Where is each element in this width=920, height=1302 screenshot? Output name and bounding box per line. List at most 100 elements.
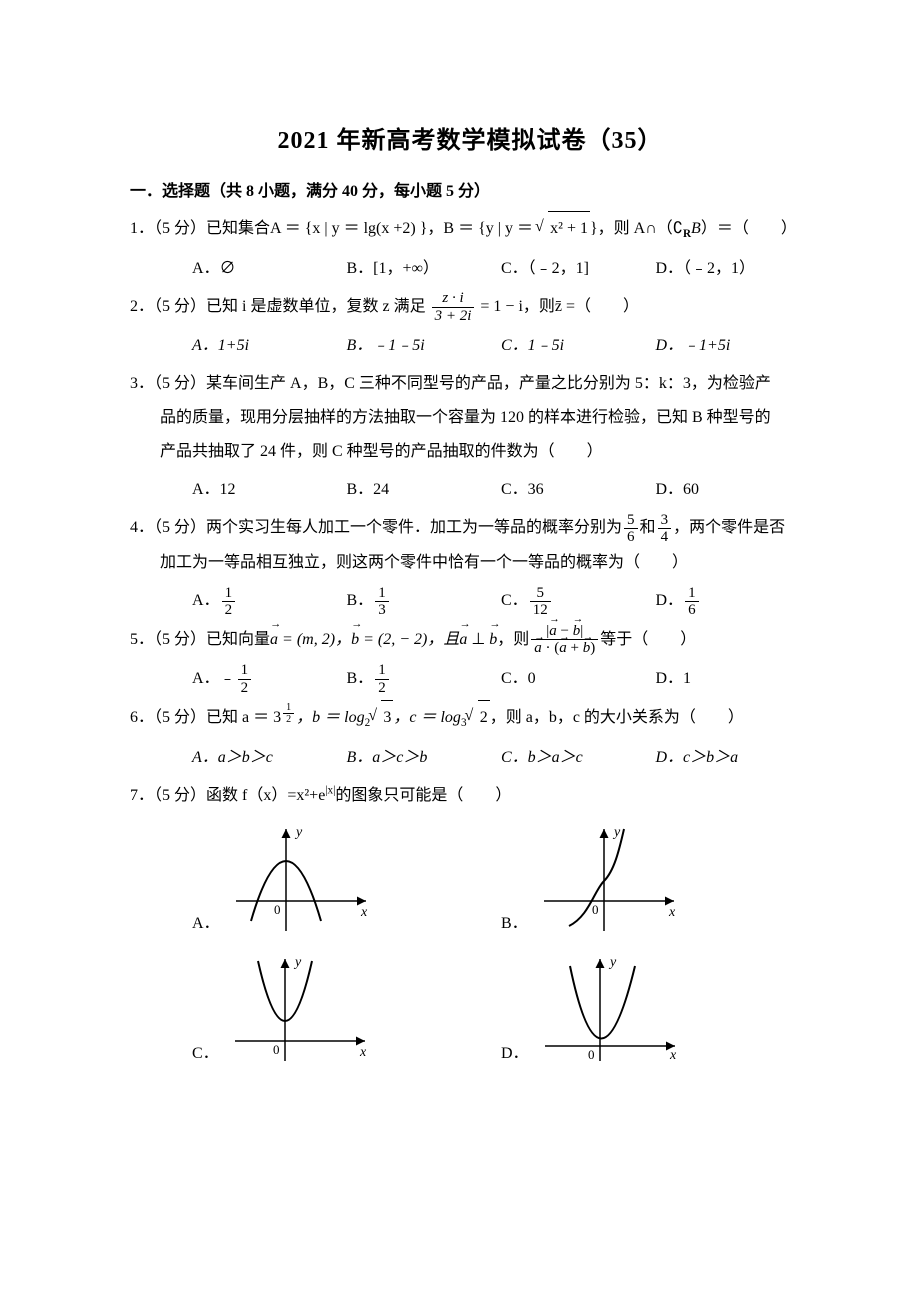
q4-optd-frac: 16 (685, 585, 699, 619)
q4-f2n: 3 (658, 512, 672, 530)
q7-graph-c: C． x y 0 (192, 951, 501, 1071)
question-6: 6．（5 分）已知 a ＝ 312，b ＝ log23，c ＝ log32，则 … (130, 700, 810, 736)
q4-frac2: 34 (658, 512, 672, 546)
q5-text-a: 已知向量 (206, 631, 270, 648)
q7-opt-d-label: D． (501, 1039, 529, 1071)
q5-ft-b: a (549, 623, 557, 640)
q5-optb-frac: 12 (375, 662, 389, 696)
q2-opt-c: C．1﹣5i (501, 328, 656, 363)
q1-text-c: ）＝（ ） (701, 220, 797, 237)
question-4: 4．（5 分）两个实习生每人加工一个零件．加工为一等品的概率分别为56和34，两… (130, 511, 810, 579)
q6-exp-frac: 12 (283, 702, 294, 725)
q4-opta-label: A． (192, 592, 220, 609)
page-title: 2021 年新高考数学模拟试卷（35） (130, 120, 810, 155)
axis-x-label: x (360, 905, 368, 920)
q5-fb-e: b (583, 640, 591, 657)
q1-sqrt-inner: x² + 1 (548, 211, 590, 246)
complement-sub: R (683, 228, 691, 240)
q6-opt-c: C．b＞a＞c (501, 740, 656, 775)
q6-points: （5 分） (154, 709, 206, 726)
q6-sqrt2: 2 (478, 700, 490, 735)
q4-points: （5 分） (154, 519, 206, 536)
question-3: 3．（5 分）某车间生产 A，B，C 三种不同型号的产品，产量之比分别为 5：k… (130, 367, 810, 468)
q5-text-f: 等于（ ） (600, 631, 696, 648)
q7-num: 7． (130, 787, 154, 804)
q1-text-a: 已知集合A ＝ {x | y ＝ lg(x +2) }，B ＝ {y | y ＝ (206, 220, 537, 237)
q4-optd-label: D． (656, 592, 684, 609)
q7-graph-a: A． x y 0 (192, 821, 501, 941)
q3-line3: 产品共抽取了 24 件，则 C 种型号的产品抽取的件数为（ ） (130, 435, 810, 469)
q7-opt-c-label: C． (192, 1039, 219, 1071)
q2-text-c: =（ ） (562, 298, 639, 315)
q4-f2d: 4 (658, 529, 672, 546)
q4-optc-n: 5 (530, 585, 551, 603)
q4-opta-frac: 12 (222, 585, 236, 619)
q6-text-c: ，c ＝ log (393, 709, 461, 726)
q5-opta-frac: 12 (238, 662, 252, 696)
q2-num: 2． (130, 298, 154, 315)
q6-options: A．a＞b＞c B．a＞c＞b C．b＞a＞c D．c＞b＞a (130, 740, 810, 775)
q1-num: 1． (130, 220, 154, 237)
q2-points: （5 分） (154, 298, 206, 315)
q3-opt-b: B．24 (347, 472, 502, 507)
q7-text-a: 函数 f（x）=x²+e (206, 787, 325, 804)
q7-points: （5 分） (154, 787, 206, 804)
vec-a-icon: a (270, 623, 278, 657)
axis-x-label-b: x (668, 905, 676, 920)
exam-page: 2021 年新高考数学模拟试卷（35） 一．选择题（共 8 小题，满分 40 分… (0, 0, 920, 1302)
section-header: 一．选择题（共 8 小题，满分 40 分，每小题 5 分） (130, 177, 810, 201)
q5-frac-den: a · (a + b) (531, 640, 598, 657)
q1-opt-c: C．（﹣2，1] (501, 251, 656, 286)
q5-options: A．﹣12 B．12 C．0 D．1 (130, 661, 810, 696)
q4-line2: 加工为一等品相互独立，则这两个零件中恰有一个一等品的概率为（ ） (130, 546, 810, 580)
q5-opt-d: D．1 (656, 661, 811, 696)
q3-num: 3． (130, 375, 154, 392)
q7-exp: |x| (325, 785, 335, 797)
q5-opta-n: 1 (238, 662, 252, 680)
q7-opt-a-label: A． (192, 909, 220, 941)
q5-ft-d: b (573, 623, 581, 640)
q5-opt-a: A．﹣12 (192, 661, 347, 696)
q2-frac-den: 3 + 2i (432, 308, 475, 325)
q7-graph-row-2: C． x y 0 D． x y 0 (130, 951, 810, 1071)
q4-optc-label: C． (501, 592, 528, 609)
q3-line1: 某车间生产 A，B，C 三种不同型号的产品，产量之比分别为 5：k：3，为检验产 (206, 375, 771, 392)
question-2: 2．（5 分）已知 i 是虚数单位，复数 z 满足 z · i 3 + 2i =… (130, 290, 810, 324)
vec-b2-icon: b (489, 623, 497, 657)
q1-text-b: }，则 A∩（ (590, 220, 673, 237)
q5-text-c: = (2, − 2)，且 (359, 631, 459, 648)
axis-y-label-c: y (293, 955, 302, 970)
graph-b-icon: x y 0 (534, 821, 684, 941)
q3-line2: 品的质量，现用分层抽样的方法抽取一个容量为 120 的样本进行检验，已知 B 种… (130, 401, 810, 435)
origin-label-c: 0 (273, 1042, 280, 1057)
q6-opt-b: B．a＞c＞b (347, 740, 502, 775)
sqrt-icon: x² + 1 (537, 211, 590, 246)
q4-optd-d: 6 (685, 602, 699, 619)
vec-a2-icon: a (459, 623, 467, 657)
q4-text-b: ，两个零件是否 (673, 519, 785, 536)
q4-optb-n: 1 (375, 585, 389, 603)
q5-opt-c: C．0 (501, 661, 656, 696)
q4-opta-n: 1 (222, 585, 236, 603)
q5-text-e: ，则 (497, 631, 529, 648)
axis-y-label: y (294, 825, 303, 840)
q6-exp-n: 1 (283, 702, 294, 714)
complement-symbol: ∁ (673, 220, 683, 237)
q6-text-a: 已知 a ＝ 3 (206, 709, 281, 726)
q7-graph-b: B． x y 0 (501, 821, 810, 941)
q5-optb-n: 1 (375, 662, 389, 680)
q4-optc-frac: 512 (530, 585, 551, 619)
q5-text-d: ⊥ (467, 631, 489, 648)
q2-text-b: = 1 − i，则 (480, 298, 555, 315)
q7-opt-b-label: B． (501, 909, 528, 941)
axis-x-label-c: x (359, 1045, 367, 1060)
q4-text-a: 两个实习生每人加工一个零件．加工为一等品的概率分别为 (206, 519, 622, 536)
q2-opt-a: A．1+5i (192, 328, 347, 363)
q4-optc-d: 12 (530, 602, 551, 619)
axis-y-label-d: y (608, 955, 617, 970)
q5-opta-label: A．﹣ (192, 670, 236, 687)
q5-opt-b: B．12 (347, 661, 502, 696)
q3-opt-c: C．36 (501, 472, 656, 507)
q4-and: 和 (640, 519, 656, 536)
q5-optb-label: B． (347, 670, 374, 687)
